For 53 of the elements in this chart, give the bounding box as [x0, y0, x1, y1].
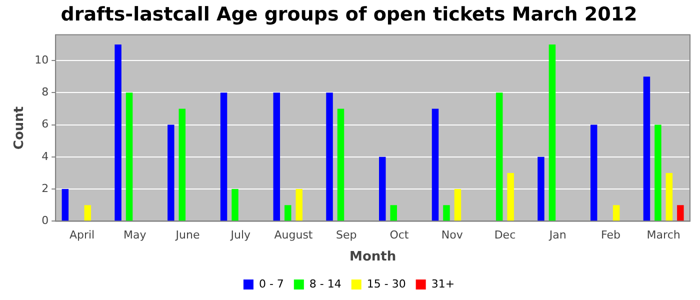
x-tick-label: March [646, 228, 680, 242]
y-tick-label: 2 [42, 182, 49, 195]
bar [126, 92, 133, 221]
bar [654, 124, 662, 221]
bar [62, 189, 69, 221]
y-tick-label: 8 [42, 86, 49, 99]
bar [114, 44, 122, 221]
bar [296, 189, 302, 221]
y-axis-title: Count [12, 106, 28, 150]
bar [496, 92, 503, 221]
x-tick-label: Dec [494, 228, 516, 242]
x-tick-label: Oct [390, 228, 410, 242]
bar [326, 92, 333, 221]
bar [432, 108, 439, 221]
legend-label: 15 - 30 [366, 277, 406, 290]
bar [612, 205, 620, 221]
x-axis-title: Month [350, 250, 396, 265]
bar [232, 189, 238, 221]
bar [643, 76, 650, 221]
y-tick-label: 6 [42, 118, 49, 131]
bar [538, 156, 544, 221]
bar [379, 156, 386, 221]
x-tick-label: August [274, 228, 314, 242]
legend-label: 8 - 14 [309, 277, 342, 290]
legend-label: 31+ [431, 277, 455, 290]
y-tick-label: 0 [42, 214, 49, 228]
bar [443, 205, 450, 221]
bar [220, 92, 228, 221]
y-tick-label: 4 [42, 150, 49, 163]
bar [390, 205, 397, 221]
x-tick-label: June [174, 228, 200, 242]
bar [677, 205, 684, 221]
bar [548, 44, 556, 221]
bar [337, 108, 344, 221]
y-tick-label: 10 [34, 53, 49, 66]
x-tick-label: July [230, 228, 252, 242]
bar [273, 92, 280, 221]
legend-label: 0 - 7 [258, 277, 284, 290]
bar [666, 172, 673, 221]
bar [454, 189, 462, 221]
bar [168, 124, 174, 221]
chart-title: drafts-lastcall Age groups of open tickets March 2012 [60, 3, 638, 26]
x-tick-label: Sep [336, 228, 357, 242]
bar [507, 172, 514, 221]
bar [590, 124, 598, 221]
x-tick-label: Feb [600, 228, 620, 242]
x-tick-label: April [69, 228, 95, 242]
x-tick-label: May [124, 228, 147, 242]
bar [178, 108, 186, 221]
x-tick-label: Jan [548, 228, 566, 242]
x-tick-label: Nov [441, 228, 464, 242]
bar [84, 205, 92, 221]
bar [284, 205, 292, 221]
